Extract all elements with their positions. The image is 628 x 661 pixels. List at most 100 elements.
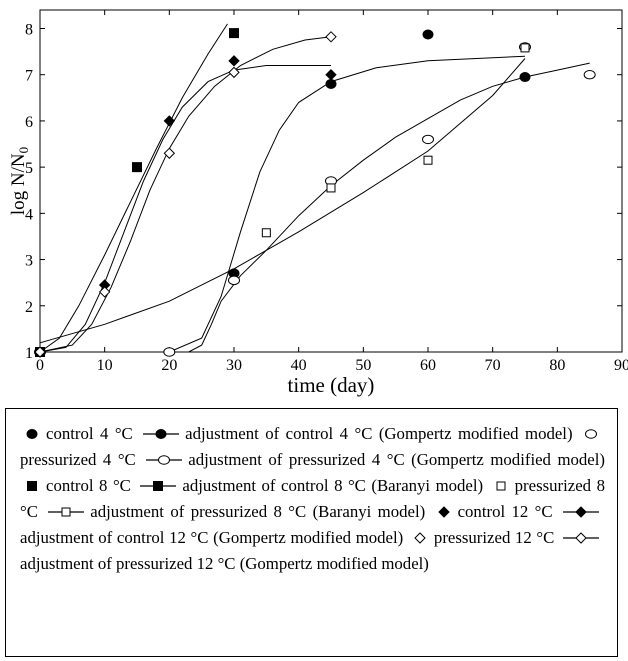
fit-curve-filled-diamond [39,65,331,353]
legend-point-symbol-open-square [496,481,506,491]
legend-entry-label: control 12 °C [457,502,553,521]
fit-curve-open-circle [40,62,590,353]
legend-entry: pressurized 8 °C [20,476,605,521]
x-tick-label: 80 [549,357,565,374]
data-point-open-square [326,183,336,193]
x-axis-label: time (day) [288,373,375,397]
legend-entry: adjustment of control 12 °C (Gompertz mo… [20,502,605,547]
legend-point-symbol-filled-diamond [437,506,450,518]
fit-curve-open-diamond [39,36,332,353]
legend-line-symbol-filled-circle [155,429,167,439]
data-point-filled-diamond [228,55,240,67]
legend-symbol-icon [562,504,599,520]
legend-symbol-icon [583,426,599,442]
legend-entry: control 4 °C [20,424,133,443]
legend-symbol-icon [563,530,600,546]
x-tick-label: 60 [420,357,436,374]
legend-line-symbol-open-diamond [575,532,587,544]
data-point-open-square [261,228,271,238]
data-point-filled-square [229,28,239,39]
legend-entry-label: adjustment of control 4 °C (Gompertz mod… [185,424,573,443]
data-point-open-circle [422,134,434,145]
fit-curve-filled-square [39,23,228,353]
data-points [34,28,596,358]
legend-symbol-icon [143,426,180,442]
x-tick-label: 20 [161,357,177,374]
data-point-open-diamond [98,286,111,298]
legend-entry-label: control 8 °C [46,476,131,495]
legend-symbol-icon [493,478,509,494]
y-tick-label: 6 [25,114,33,131]
y-tick-label: 2 [25,299,33,316]
legend-entry-label: adjustment of pressurized 8 °C (Baranyi … [90,502,426,521]
data-point-open-diamond [228,66,240,79]
legend-line-symbol-open-square [61,507,71,517]
legend-entry: pressurized 4 °C [20,424,605,469]
data-point-filled-diamond [325,68,337,81]
x-tick-label: 30 [226,357,242,374]
legend-symbol-icon [146,452,183,468]
legend-entry-label: pressurized 4 °C [20,450,136,469]
data-point-open-diamond [163,147,176,159]
plot-area-frame [39,9,623,353]
data-point-open-circle [228,275,240,286]
y-tick-label: 8 [25,21,33,38]
legend-symbol-icon [412,530,428,546]
fit-curve-open-square [39,58,526,344]
legend-entry: adjustment of control 4 °C (Gompertz mod… [139,424,573,443]
data-point-filled-circle [422,29,434,40]
legend-text: control 4 °C adjustment of control 4 °C … [20,421,605,577]
y-tick-label: 1 [25,345,33,362]
data-point-filled-circle [519,72,531,83]
data-point-open-circle [583,70,596,80]
data-point-open-circle [163,347,176,357]
y-tick-label: 3 [25,253,33,270]
legend-point-symbol-filled-square [27,481,37,491]
x-tick-label: 40 [291,357,307,374]
fit-curves [39,23,590,353]
x-tick-label: 10 [97,357,113,374]
x-tick-label: 70 [485,357,501,374]
y-tick-label: 7 [25,68,33,85]
fit-curve-filled-circle [40,55,526,353]
legend-entry: pressurized 12 °C [408,528,554,547]
x-tick-label: 50 [355,357,371,374]
x-tick-label: 90 [614,357,628,374]
data-point-open-square [520,43,530,53]
legend-entry: adjustment of control 8 °C (Baranyi mode… [136,476,483,495]
legend-symbol-icon [48,504,85,520]
data-point-filled-square [132,162,142,173]
legend-symbol-icon [140,478,177,494]
y-tick-label: 5 [25,160,33,177]
y-axis-label-subscript: 0 [16,147,31,154]
data-point-open-diamond [325,31,337,43]
legend-entry-label: adjustment of control 8 °C (Baranyi mode… [182,476,484,495]
legend-entry: control 12 °C [432,502,553,521]
legend-entry-label: control 4 °C [46,424,133,443]
legend-point-symbol-filled-circle [26,429,38,439]
y-axis-label-main: log N/N [8,153,29,215]
legend-symbol-icon [436,504,452,520]
x-axis: 0 10 20 30 40 50 60 70 80 90 [36,10,628,374]
legend: control 4 °C adjustment of control 4 °C … [5,408,618,657]
legend-entry-label: adjustment of control 12 °C (Gompertz mo… [20,528,404,547]
legend-entry: adjustment of pressurized 8 °C (Baranyi … [44,502,425,521]
data-point-filled-diamond [163,115,176,127]
legend-line-symbol-filled-square [153,481,164,491]
data-point-open-square [423,155,433,165]
data-point-filled-circle [325,78,337,89]
legend-entry-label: pressurized 8 °C [20,476,605,521]
y-tick-label: 4 [25,206,33,223]
legend-entry: control 8 °C [20,476,131,495]
data-point-open-diamond [34,346,46,358]
legend-entry-label: pressurized 12 °C [433,528,555,547]
legend-entry: adjustment of pressurized 4 °C (Gompertz… [142,450,605,469]
legend-entry-label: adjustment of pressurized 12 °C (Gompert… [20,554,429,573]
legend-entry: adjustment of pressurized 12 °C (Gompert… [20,528,605,573]
legend-symbol-icon [24,426,40,442]
legend-line-symbol-filled-diamond [575,506,587,518]
x-tick-label: 0 [36,357,44,374]
legend-point-symbol-open-diamond [414,532,426,544]
legend-line-symbol-open-circle [158,455,171,465]
